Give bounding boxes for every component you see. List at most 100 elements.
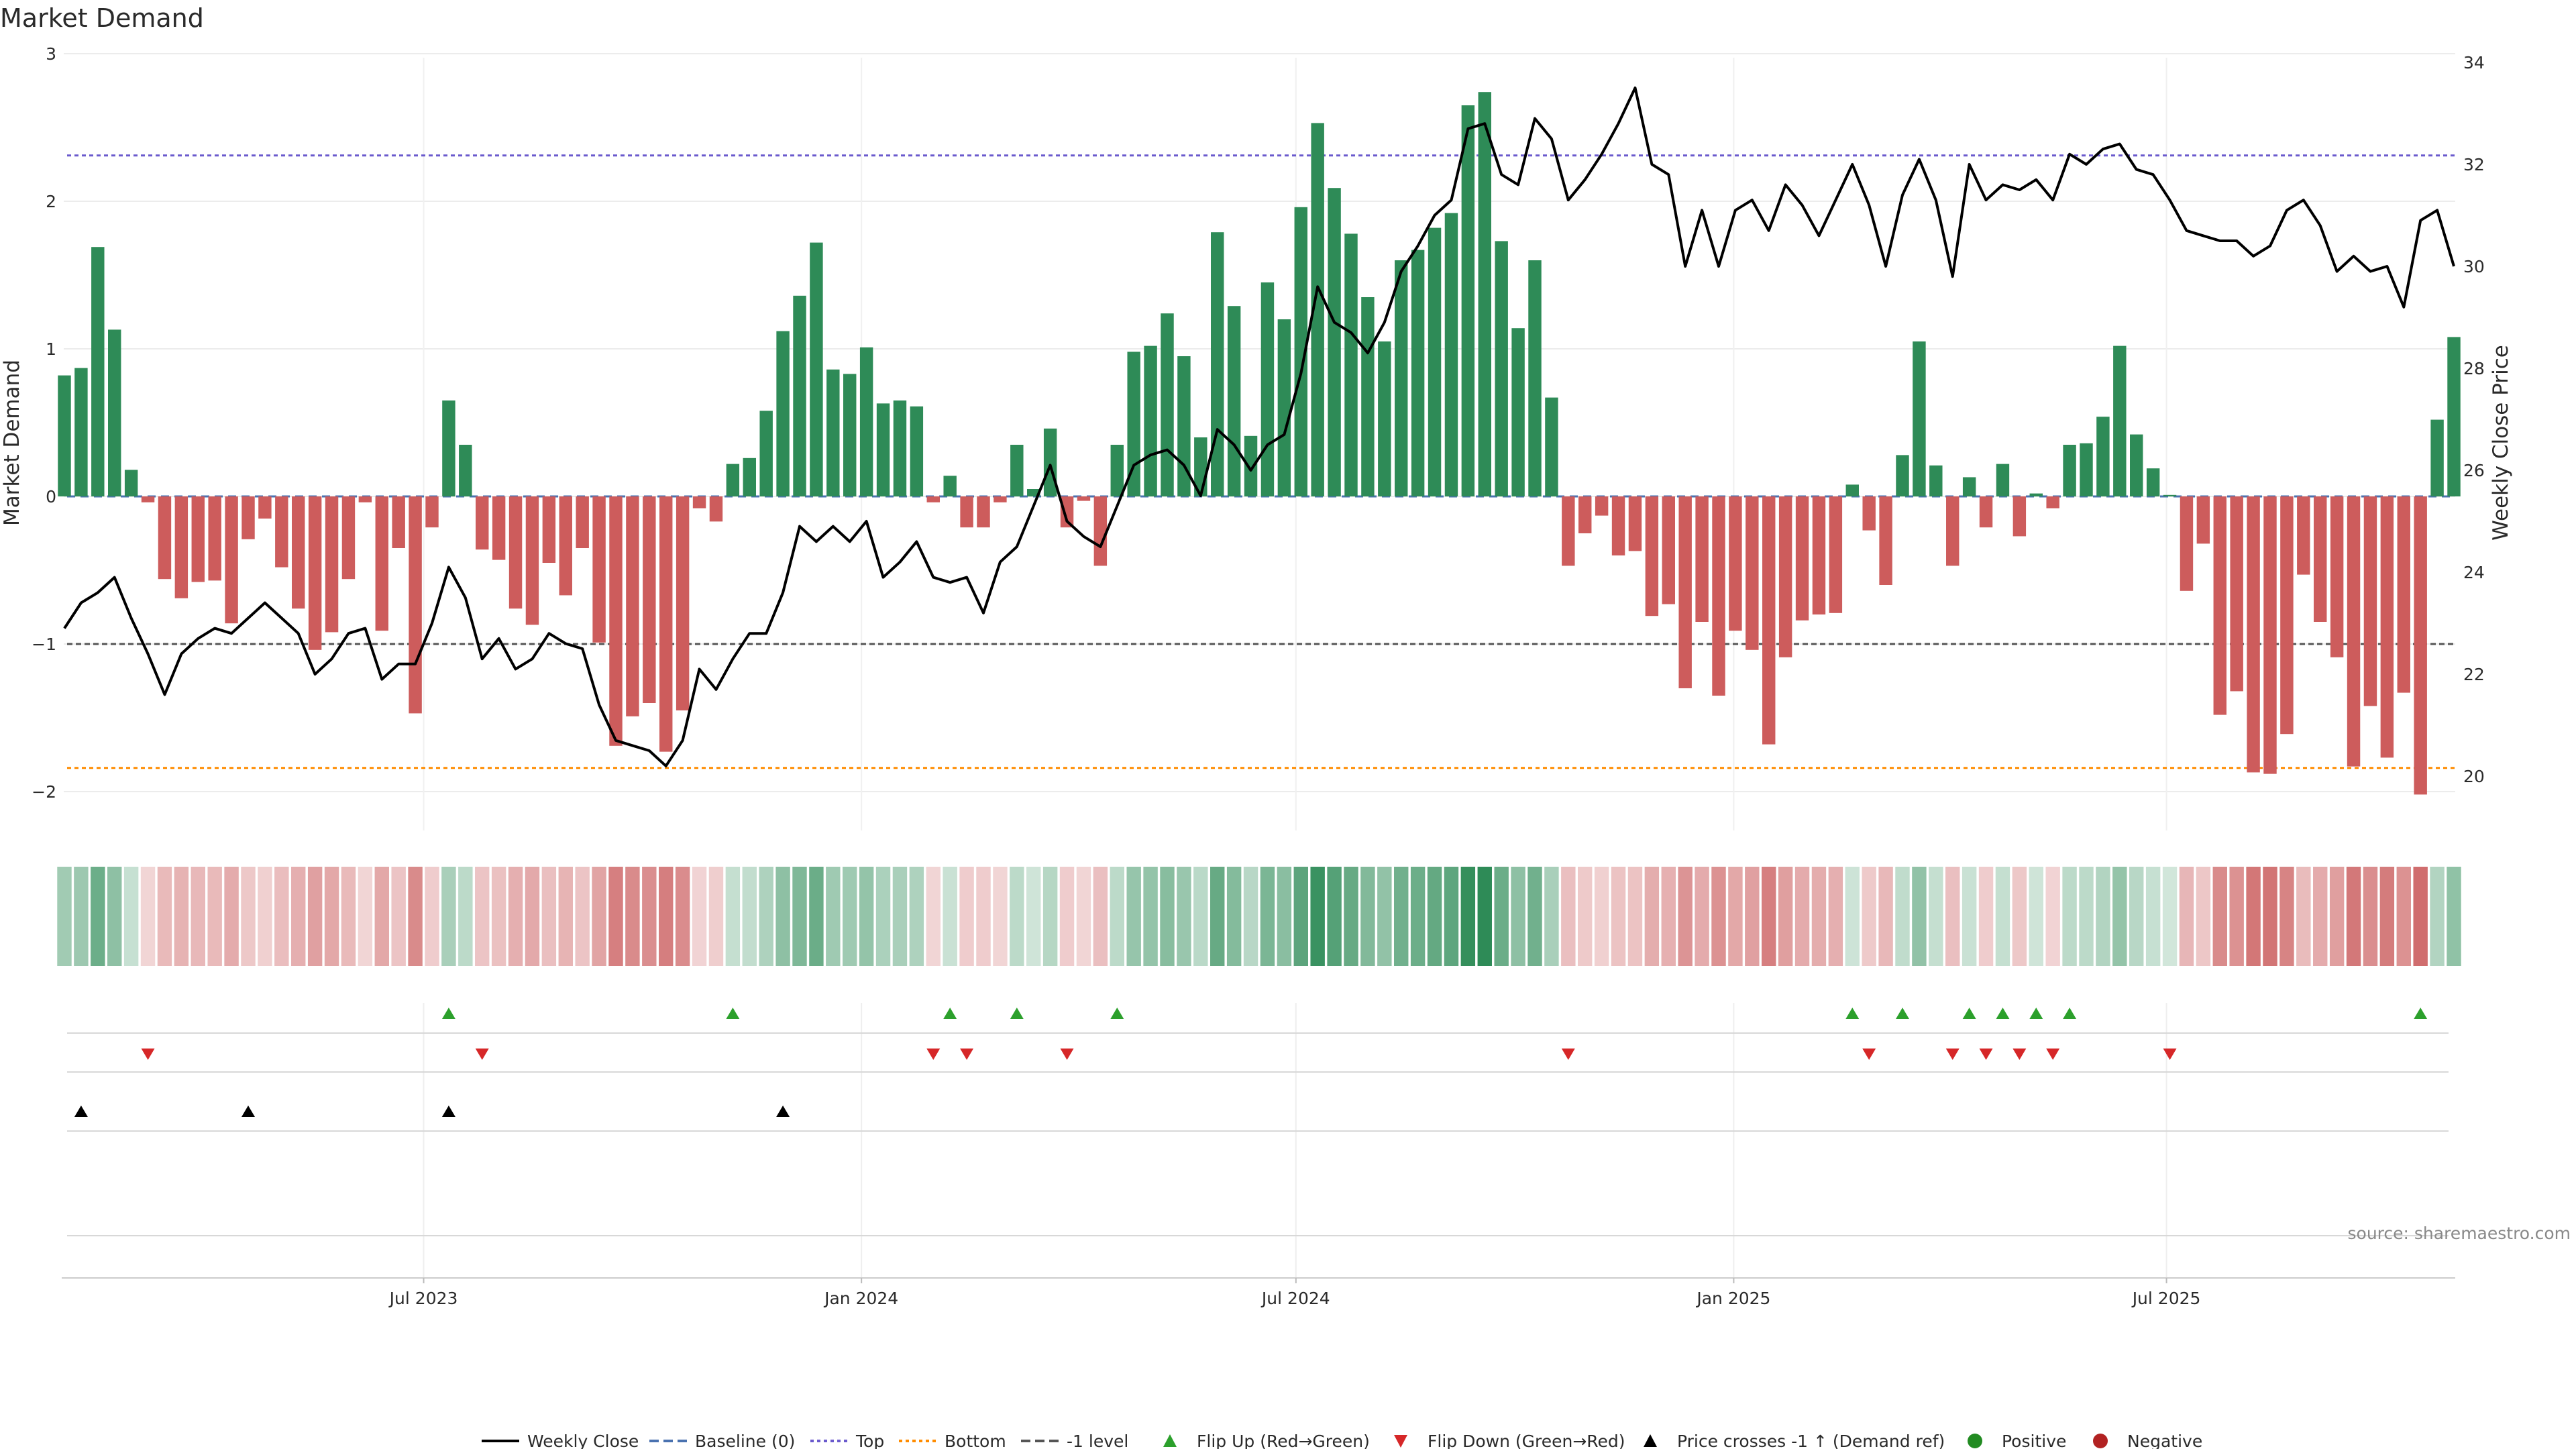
demand-bar-positive xyxy=(1528,260,1542,496)
heat-cell xyxy=(1293,867,1308,966)
demand-bar-positive xyxy=(826,369,840,496)
demand-bars xyxy=(58,92,2461,795)
demand-bar-negative xyxy=(141,496,155,502)
heat-cell xyxy=(1360,867,1375,966)
demand-bar-negative xyxy=(1662,496,1675,604)
heat-cell xyxy=(843,867,857,966)
heat-cell xyxy=(1544,867,1559,966)
flip-up-marker xyxy=(1896,1008,1909,1019)
heat-cell xyxy=(1093,867,1108,966)
demand-bar-positive xyxy=(1411,250,1425,496)
heat-cell xyxy=(1878,867,1893,966)
heat-cell xyxy=(324,867,339,966)
heat-cell xyxy=(1377,867,1392,966)
flip-up-marker xyxy=(2414,1008,2428,1019)
demand-bar-positive xyxy=(1027,489,1040,496)
heat-cell xyxy=(1511,867,1525,966)
legend-label: Baseline (0) xyxy=(695,1432,795,1449)
right-tick-label: 20 xyxy=(2463,767,2485,786)
heat-cell xyxy=(575,867,590,966)
right-tick-label: 34 xyxy=(2463,53,2485,72)
legend-label: Negative xyxy=(2127,1432,2202,1449)
flip-down-marker xyxy=(1945,1049,1960,1060)
demand-bar-positive xyxy=(2130,434,2143,496)
x-tick-label: Jul 2024 xyxy=(1260,1289,1330,1308)
heat-cell xyxy=(2263,867,2277,966)
demand-bar-positive xyxy=(893,400,907,496)
demand-bar-positive xyxy=(1010,445,1024,496)
flip-down-marker xyxy=(2012,1049,2027,1060)
demand-bar-positive xyxy=(810,242,823,496)
heat-cell xyxy=(1394,867,1409,966)
demand-bar-negative xyxy=(1746,496,1759,650)
heat-cell xyxy=(1126,867,1141,966)
legend-label: Positive xyxy=(2002,1432,2066,1449)
flip-up-marker xyxy=(1110,1008,1124,1019)
heat-cell xyxy=(2313,867,2328,966)
heat-cell xyxy=(659,867,674,966)
heat-cell xyxy=(1494,867,1509,966)
demand-bar-positive xyxy=(759,411,773,496)
heat-cell xyxy=(123,867,139,966)
demand-bar-positive xyxy=(1495,241,1508,496)
heat-cell xyxy=(1160,867,1175,966)
legend-label: Top xyxy=(855,1432,884,1449)
demand-bar-positive xyxy=(876,403,890,496)
heat-cell xyxy=(1110,867,1124,966)
demand-bar-positive xyxy=(1845,484,1859,496)
flip-down-marker xyxy=(2046,1049,2060,1060)
demand-bar-positive xyxy=(1444,213,1458,496)
demand-bar-negative xyxy=(2414,496,2427,795)
demand-bar-negative xyxy=(2330,496,2344,657)
heat-cell xyxy=(625,867,640,966)
heat-cell xyxy=(107,867,122,966)
demand-bar-positive xyxy=(1110,445,1124,496)
x-tick-label: Jul 2025 xyxy=(2131,1289,2201,1308)
heat-cell xyxy=(742,867,757,966)
demand-bar-negative xyxy=(341,496,356,580)
demand-bar-negative xyxy=(709,496,723,522)
heat-cell xyxy=(2129,867,2144,966)
x-tick-label: Jan 2025 xyxy=(1695,1289,1770,1308)
demand-bar-negative xyxy=(2196,496,2210,544)
demand-bar-negative xyxy=(1946,496,1960,566)
heat-cell xyxy=(1962,867,1977,966)
heat-cell xyxy=(1260,867,1275,966)
heat-cell xyxy=(157,867,172,966)
flip-down-marker xyxy=(1561,1049,1575,1060)
demand-bar-positive xyxy=(910,406,924,496)
demand-bar-positive xyxy=(1294,207,1307,496)
demand-bar-negative xyxy=(1562,496,1575,566)
price-cross-marker xyxy=(441,1106,455,1117)
heat-cell xyxy=(725,867,741,966)
demand-bar-negative xyxy=(1778,496,1792,657)
demand-bar-negative xyxy=(2012,496,2027,537)
demand-bar-positive xyxy=(1211,232,1224,496)
flip-up-marker xyxy=(2029,1008,2043,1019)
flip-down-marker xyxy=(2163,1049,2177,1060)
price-cross-marker xyxy=(74,1106,88,1117)
heat-cell xyxy=(608,867,623,966)
flip-up-marker xyxy=(441,1008,455,1019)
heat-cell xyxy=(491,867,506,966)
flip-up-marker xyxy=(1962,1008,1976,1019)
legend-label: -1 level xyxy=(1067,1432,1128,1449)
demand-bar-negative xyxy=(1060,496,1074,528)
demand-bar-negative xyxy=(1595,496,1609,516)
demand-bar-negative xyxy=(1578,496,1592,533)
demand-bar-positive xyxy=(2146,468,2160,496)
demand-bar-positive xyxy=(1545,397,1558,496)
heat-cell xyxy=(1243,867,1258,966)
demand-bar-positive xyxy=(943,476,957,496)
heat-cell xyxy=(2145,867,2161,966)
demand-bar-negative xyxy=(643,496,656,703)
heat-cell xyxy=(2279,867,2294,966)
heat-cell xyxy=(2079,867,2094,966)
right-tick-label: 24 xyxy=(2463,563,2485,582)
legend-label: Price crosses -1 ↑ (Demand ref) xyxy=(1677,1432,1945,1449)
heat-cell xyxy=(1327,867,1342,966)
flip-up-marker xyxy=(1010,1008,1024,1019)
heat-cell xyxy=(1778,867,1793,966)
demand-bar-negative xyxy=(1762,496,1776,745)
